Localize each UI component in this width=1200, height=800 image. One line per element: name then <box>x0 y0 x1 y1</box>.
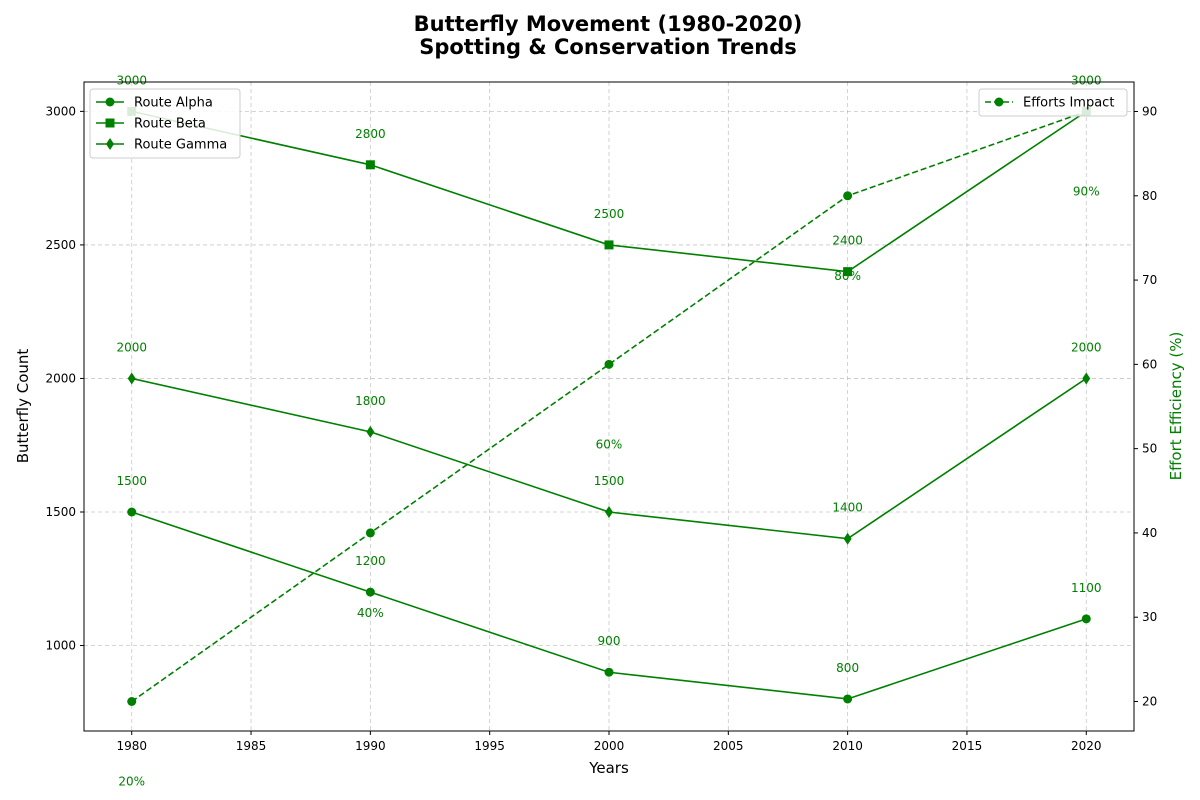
route-gamma-data-label: 2000 <box>1071 340 1102 354</box>
efforts-impact-line <box>131 110 1087 703</box>
route-alpha-point <box>843 694 853 704</box>
x-tick-label: 2020 <box>1071 739 1102 753</box>
route-gamma-data-label: 2000 <box>116 340 147 354</box>
route-alpha-point <box>127 507 137 517</box>
x-tick-label: 1990 <box>355 739 386 753</box>
route-beta-data-label: 2400 <box>832 234 863 248</box>
route-alpha-point <box>1081 614 1091 624</box>
chart-subtitle: Spotting & Conservation Trends <box>419 35 797 59</box>
x-tick-label: 2010 <box>832 739 863 753</box>
x-tick-label: 1995 <box>474 739 505 753</box>
x-tick-label: 2000 <box>594 739 625 753</box>
y-tick-label: 2000 <box>45 371 76 385</box>
efforts-impact-data-label: 90% <box>1073 185 1100 199</box>
y2-axis-ticks: 20 30 40 50 60 70 80 90 <box>1134 105 1157 709</box>
y-tick-label: 3000 <box>45 104 76 118</box>
legend-routes: Route Alpha Route Beta Route Gamma <box>89 88 241 159</box>
route-beta-point <box>843 267 853 277</box>
legend-box <box>89 88 241 159</box>
route-gamma-point <box>605 505 613 518</box>
route-alpha-data-label: 1200 <box>355 554 386 568</box>
y2-axis-label: Effort Efficiency (%) <box>1167 332 1185 481</box>
x-tick-label: 1980 <box>116 739 147 753</box>
efforts-impact-data-label: 60% <box>596 437 623 451</box>
route-gamma-point <box>127 372 136 385</box>
legend-marker-route-beta <box>105 118 115 128</box>
x-axis-label: Years <box>588 759 629 777</box>
efforts-impact-point <box>365 528 375 538</box>
y-tick-label: 1000 <box>45 639 76 653</box>
x-tick-label: 1985 <box>236 739 267 753</box>
y2-tick-label: 50 <box>1142 442 1157 456</box>
efforts-impact-point <box>127 697 137 706</box>
y2-tick-label: 60 <box>1142 357 1157 371</box>
legend-label-efforts-impact: Efforts Impact <box>1023 96 1114 111</box>
route-gamma-point <box>843 532 852 545</box>
route-alpha-data-label: 1100 <box>1071 581 1102 595</box>
efforts-impact-point <box>843 191 853 201</box>
data-labels-layer: 1500 1200 900 800 1100 3000 2800 2500 2400 3000 20… <box>116 73 1101 788</box>
legend-label-route-gamma: Route Gamma <box>134 138 227 153</box>
efforts-impact-data-label: 40% <box>357 606 384 620</box>
efforts-impact-data-label: 20% <box>118 775 145 789</box>
legend-label-route-beta: Route Beta <box>134 117 206 132</box>
route-beta-data-label: 3000 <box>116 73 147 87</box>
route-beta-data-label: 2800 <box>355 127 386 141</box>
route-gamma-point <box>1082 372 1091 385</box>
route-gamma-data-label: 1400 <box>832 501 863 515</box>
x-tick-label: 2005 <box>713 739 744 753</box>
x-axis-ticks: 1980 1985 1990 1995 2000 2005 2010 2015 2020 <box>116 731 1102 753</box>
legend-box <box>978 88 1128 117</box>
legend-efforts: Efforts Impact <box>978 88 1128 117</box>
route-beta-data-label: 2500 <box>594 207 625 221</box>
efforts-impact-point <box>604 359 614 369</box>
legend-marker-route-gamma <box>106 138 114 150</box>
y2-tick-label: 30 <box>1142 610 1157 624</box>
route-beta-point <box>604 240 614 250</box>
y-axis-ticks: 1000 1500 2000 2500 3000 <box>45 104 84 653</box>
y2-tick-label: 80 <box>1142 189 1157 203</box>
y-tick-label: 2500 <box>45 238 76 252</box>
x-tick-label: 2015 <box>952 739 983 753</box>
y2-tick-label: 90 <box>1142 105 1157 119</box>
route-gamma-data-label: 1800 <box>355 394 386 408</box>
legend-label-route-alpha: Route Alpha <box>134 96 213 111</box>
route-alpha-data-label: 800 <box>836 661 859 675</box>
legend-marker-route-alpha <box>105 97 115 107</box>
route-gamma-point <box>366 425 375 438</box>
efforts-impact-data-label: 80% <box>834 269 861 283</box>
route-alpha-point <box>365 587 375 597</box>
y2-tick-label: 40 <box>1142 526 1157 540</box>
y2-tick-label: 20 <box>1142 695 1157 709</box>
route-alpha-point <box>604 667 614 677</box>
y-tick-label: 1500 <box>45 505 76 519</box>
route-gamma-data-label: 1500 <box>594 474 625 488</box>
y2-tick-label: 70 <box>1142 273 1157 287</box>
chart-title: Butterfly Movement (1980-2020) <box>414 12 803 36</box>
legend-marker-efforts-impact <box>994 97 1004 107</box>
y-axis-label: Butterfly Count <box>14 349 32 464</box>
route-beta-data-label: 3000 <box>1071 73 1102 87</box>
route-alpha-data-label: 1500 <box>116 474 147 488</box>
route-beta-point <box>365 160 375 170</box>
route-alpha-data-label: 900 <box>598 634 621 648</box>
